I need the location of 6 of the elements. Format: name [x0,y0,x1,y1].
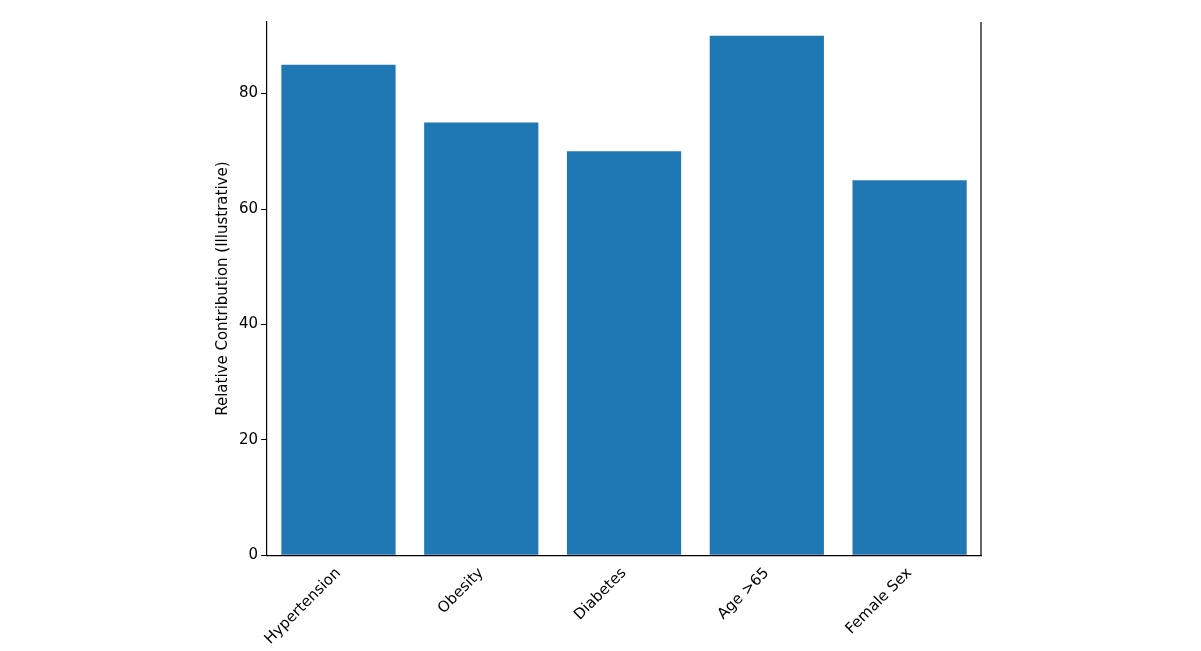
y-tick-label: 0 [248,545,259,564]
y-tick-label: 60 [238,198,259,217]
y-axis-title: Relative Contribution (Illustrative) [212,161,231,416]
y-tick-label: 40 [238,314,259,333]
y-tick-label: 20 [238,429,259,448]
y-tick-label: 80 [238,83,259,102]
